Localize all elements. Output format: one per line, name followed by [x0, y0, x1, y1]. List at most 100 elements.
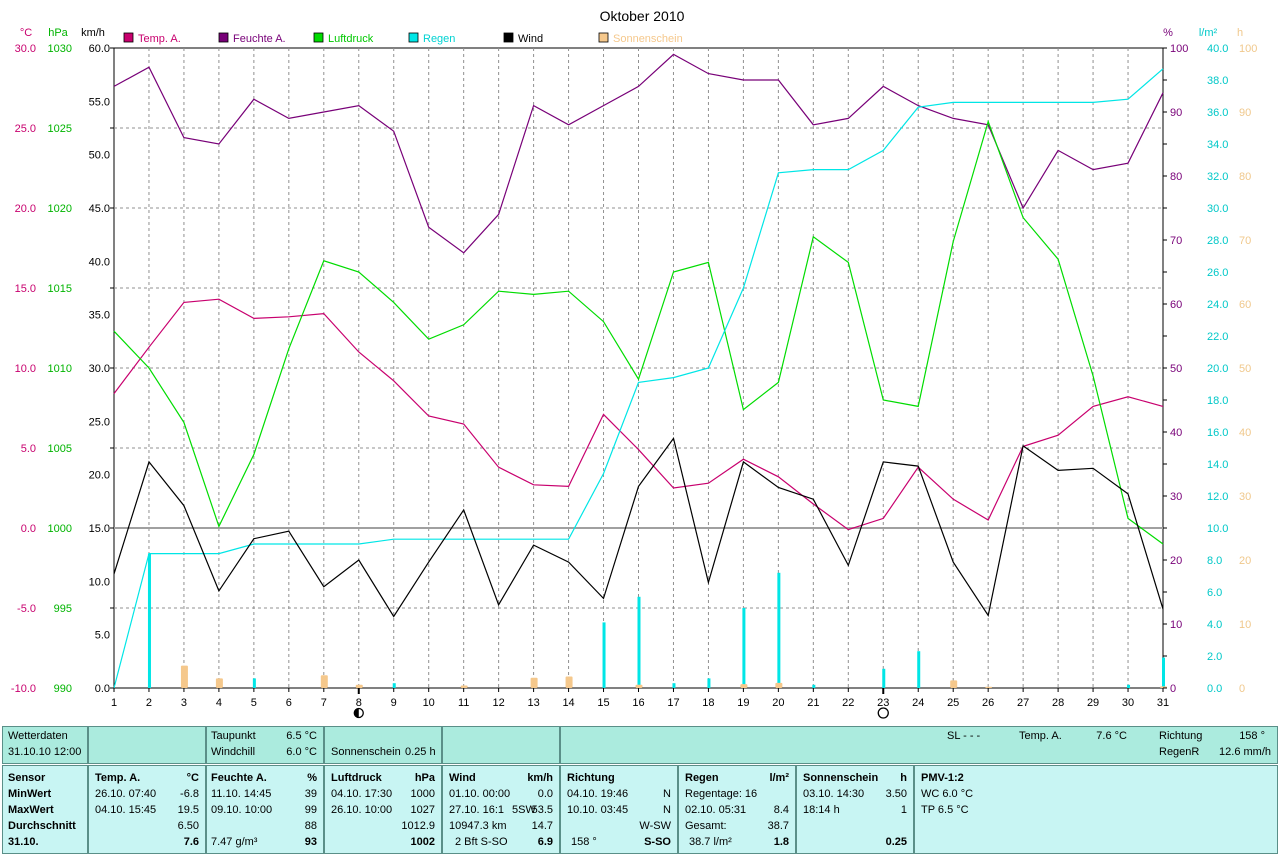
y-tick-sun: 40 — [1239, 427, 1251, 439]
regen-max: 8.4 — [773, 804, 789, 816]
y-tick-rain: 20.0 — [1207, 363, 1228, 375]
rain-bar — [742, 608, 746, 688]
info-panel-1: Wetterdaten 31.10.10 12:00 — [2, 726, 88, 764]
legend-label: Feuchte A. — [233, 33, 286, 45]
luftdruck-avg: 1012.9 — [401, 820, 435, 832]
regentage: Regentage: 16 — [685, 788, 758, 800]
richtung-label: Richtung — [1159, 730, 1203, 742]
regen-unit: l/m² — [769, 772, 789, 784]
y-tick-pressure: 1025 — [48, 123, 72, 135]
wetterdaten-label: Wetterdaten — [8, 730, 68, 742]
wind-min-date: 01.10. 00:00 — [449, 788, 511, 800]
y-tick-rain: 34.0 — [1207, 139, 1228, 151]
y-tick-rain: 26.0 — [1207, 267, 1228, 279]
sonne-unit: h — [900, 772, 907, 784]
x-tick-label: 18 — [702, 697, 714, 709]
durchschnitt-label: Durchschnitt — [8, 820, 76, 832]
sunshine-bar — [950, 680, 958, 688]
y-tick-pressure: 990 — [54, 683, 72, 695]
legend-swatch — [313, 32, 324, 43]
x-tick-label: 1 — [111, 697, 117, 709]
feuchte-min-date: 11.10. 14:45 — [211, 788, 272, 800]
richtung-current: S-SO — [644, 836, 671, 848]
legend-swatch — [123, 32, 134, 43]
rain-bar — [777, 572, 781, 688]
y-tick-temp: 20.0 — [15, 203, 36, 215]
y-tick-pressure: 995 — [54, 603, 72, 615]
sonne-current: 0.25 — [885, 836, 907, 848]
y-tick-sun: 90 — [1239, 107, 1251, 119]
x-tick-label: 26 — [982, 697, 994, 709]
wind-max-dir: 5SW — [512, 804, 536, 816]
wind-head: Wind — [449, 772, 476, 784]
x-tick-label: 21 — [807, 697, 819, 709]
pmv-tp: TP 6.5 °C — [921, 804, 969, 816]
y-tick-temp: -5.0 — [17, 603, 36, 615]
y-tick-wind: 20.0 — [89, 470, 110, 482]
y-tick-wind: 0.0 — [95, 683, 110, 695]
series-line-temp-a- — [113, 298, 1164, 531]
stats-col-sensor: Sensor MinWert MaxWert Durchschnitt 31.1… — [2, 765, 88, 854]
rain-bar — [917, 651, 921, 688]
info-panel-3: Taupunkt 6.5 °C Windchill 6.0 °C — [206, 726, 324, 764]
x-tick-label: 14 — [562, 697, 574, 709]
y-tick-pressure: 1020 — [48, 203, 72, 215]
y-tick-wind: 5.0 — [95, 630, 110, 642]
luftdruck-current: 1002 — [410, 836, 435, 848]
feuchte-head: Feuchte A. — [211, 772, 267, 784]
regenr-label: RegenR — [1159, 746, 1200, 758]
y-tick-sun: 80 — [1239, 171, 1251, 183]
legend-label: Sonnenschein — [613, 33, 683, 45]
y-tick-rain: 6.0 — [1207, 587, 1222, 599]
feuchte-max: 99 — [304, 804, 317, 816]
minwert-label: MinWert — [8, 788, 52, 800]
x-tick-label: 20 — [772, 697, 784, 709]
y-tick-humidity: 70 — [1170, 235, 1182, 247]
wind-current: 6.9 — [537, 836, 553, 848]
axis-unit-rain: l/m² — [1199, 27, 1218, 39]
sonne-days: 1 — [900, 804, 907, 816]
x-tick-label: 8 — [356, 697, 362, 709]
wind-avg: 14.7 — [531, 820, 553, 832]
rain-bar — [672, 683, 676, 688]
sonne-total: 18:14 h — [803, 804, 840, 816]
luftdruck-min-date: 04.10. 17:30 — [331, 788, 393, 800]
rain-bar — [252, 678, 256, 688]
x-tick-label: 17 — [667, 697, 679, 709]
stats-col-sonne: Sonnenschein h 03.10. 14:30 3.50 18:14 h… — [796, 765, 914, 854]
sunshine-bar — [320, 675, 328, 688]
y-tick-wind: 35.0 — [89, 310, 110, 322]
x-tick-label: 15 — [597, 697, 609, 709]
legend-swatch — [598, 32, 609, 43]
line-layer — [113, 53, 1164, 689]
richtung-min-date: 04.10. 19:46 — [567, 788, 629, 800]
x-tick-label: 7 — [321, 697, 327, 709]
y-tick-humidity: 30 — [1170, 491, 1182, 503]
y-tick-sun: 10 — [1239, 619, 1251, 631]
info-panel-2 — [88, 726, 206, 764]
temp-current: 7.6 — [183, 836, 199, 848]
sonne-max-date: 03.10. 14:30 — [803, 788, 865, 800]
y-tick-pressure: 1015 — [48, 283, 72, 295]
richtung-head: Richtung — [567, 772, 615, 784]
legend-label: Temp. A. — [138, 33, 181, 45]
x-tick-label: 11 — [458, 697, 469, 709]
x-tick-label: 30 — [1122, 697, 1134, 709]
sonne-head: Sonnenschein — [803, 772, 879, 784]
y-tick-rain: 12.0 — [1207, 491, 1228, 503]
richtung-value: 158 ° — [1239, 730, 1265, 742]
timestamp: 31.10.10 12:00 — [8, 746, 82, 758]
y-tick-rain: 14.0 — [1207, 459, 1228, 471]
chart-title: Oktober 2010 — [600, 8, 685, 24]
richtung-max: N — [663, 804, 671, 816]
y-tick-temp: 25.0 — [15, 123, 36, 135]
sunshine-bar — [215, 678, 223, 688]
sunshine-bar — [740, 684, 748, 688]
y-tick-wind: 30.0 — [89, 363, 110, 375]
windchill-label: Windchill — [211, 746, 256, 758]
rain-bar — [602, 622, 606, 688]
series-line-luftdruck — [113, 119, 1164, 545]
rain-bar — [812, 684, 816, 688]
sunshine-bar — [635, 684, 643, 688]
y-tick-wind: 10.0 — [89, 576, 110, 588]
